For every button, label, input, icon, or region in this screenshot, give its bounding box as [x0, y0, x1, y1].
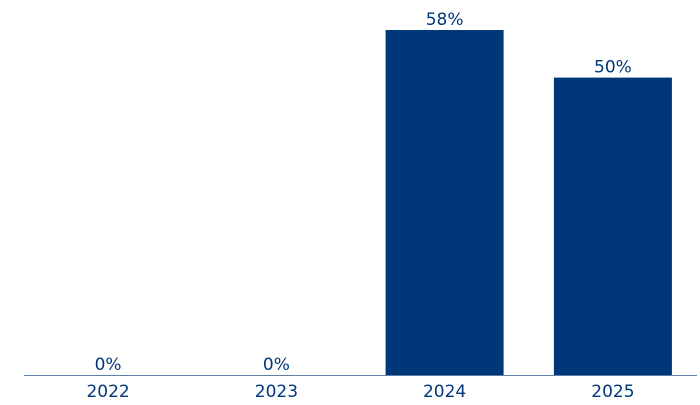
x-tick-label-2022: 2022 [86, 382, 129, 401]
value-label-2025: 50% [594, 58, 632, 78]
bar-2025 [553, 77, 672, 375]
x-tick-label-2025: 2025 [591, 382, 634, 401]
value-label-2022: 0% [95, 355, 122, 375]
x-tick-labels-layer: 2022 2023 2024 2025 [86, 382, 634, 402]
bar-2024 [385, 30, 504, 375]
value-label-2024: 58% [426, 10, 464, 30]
x-tick-label-2024: 2024 [423, 382, 466, 401]
x-tick-label-2023: 2023 [255, 382, 298, 401]
value-label-2023: 0% [263, 355, 290, 375]
value-labels-layer: 0% 0% 58% 50% [95, 10, 632, 375]
bars-layer [385, 30, 672, 375]
